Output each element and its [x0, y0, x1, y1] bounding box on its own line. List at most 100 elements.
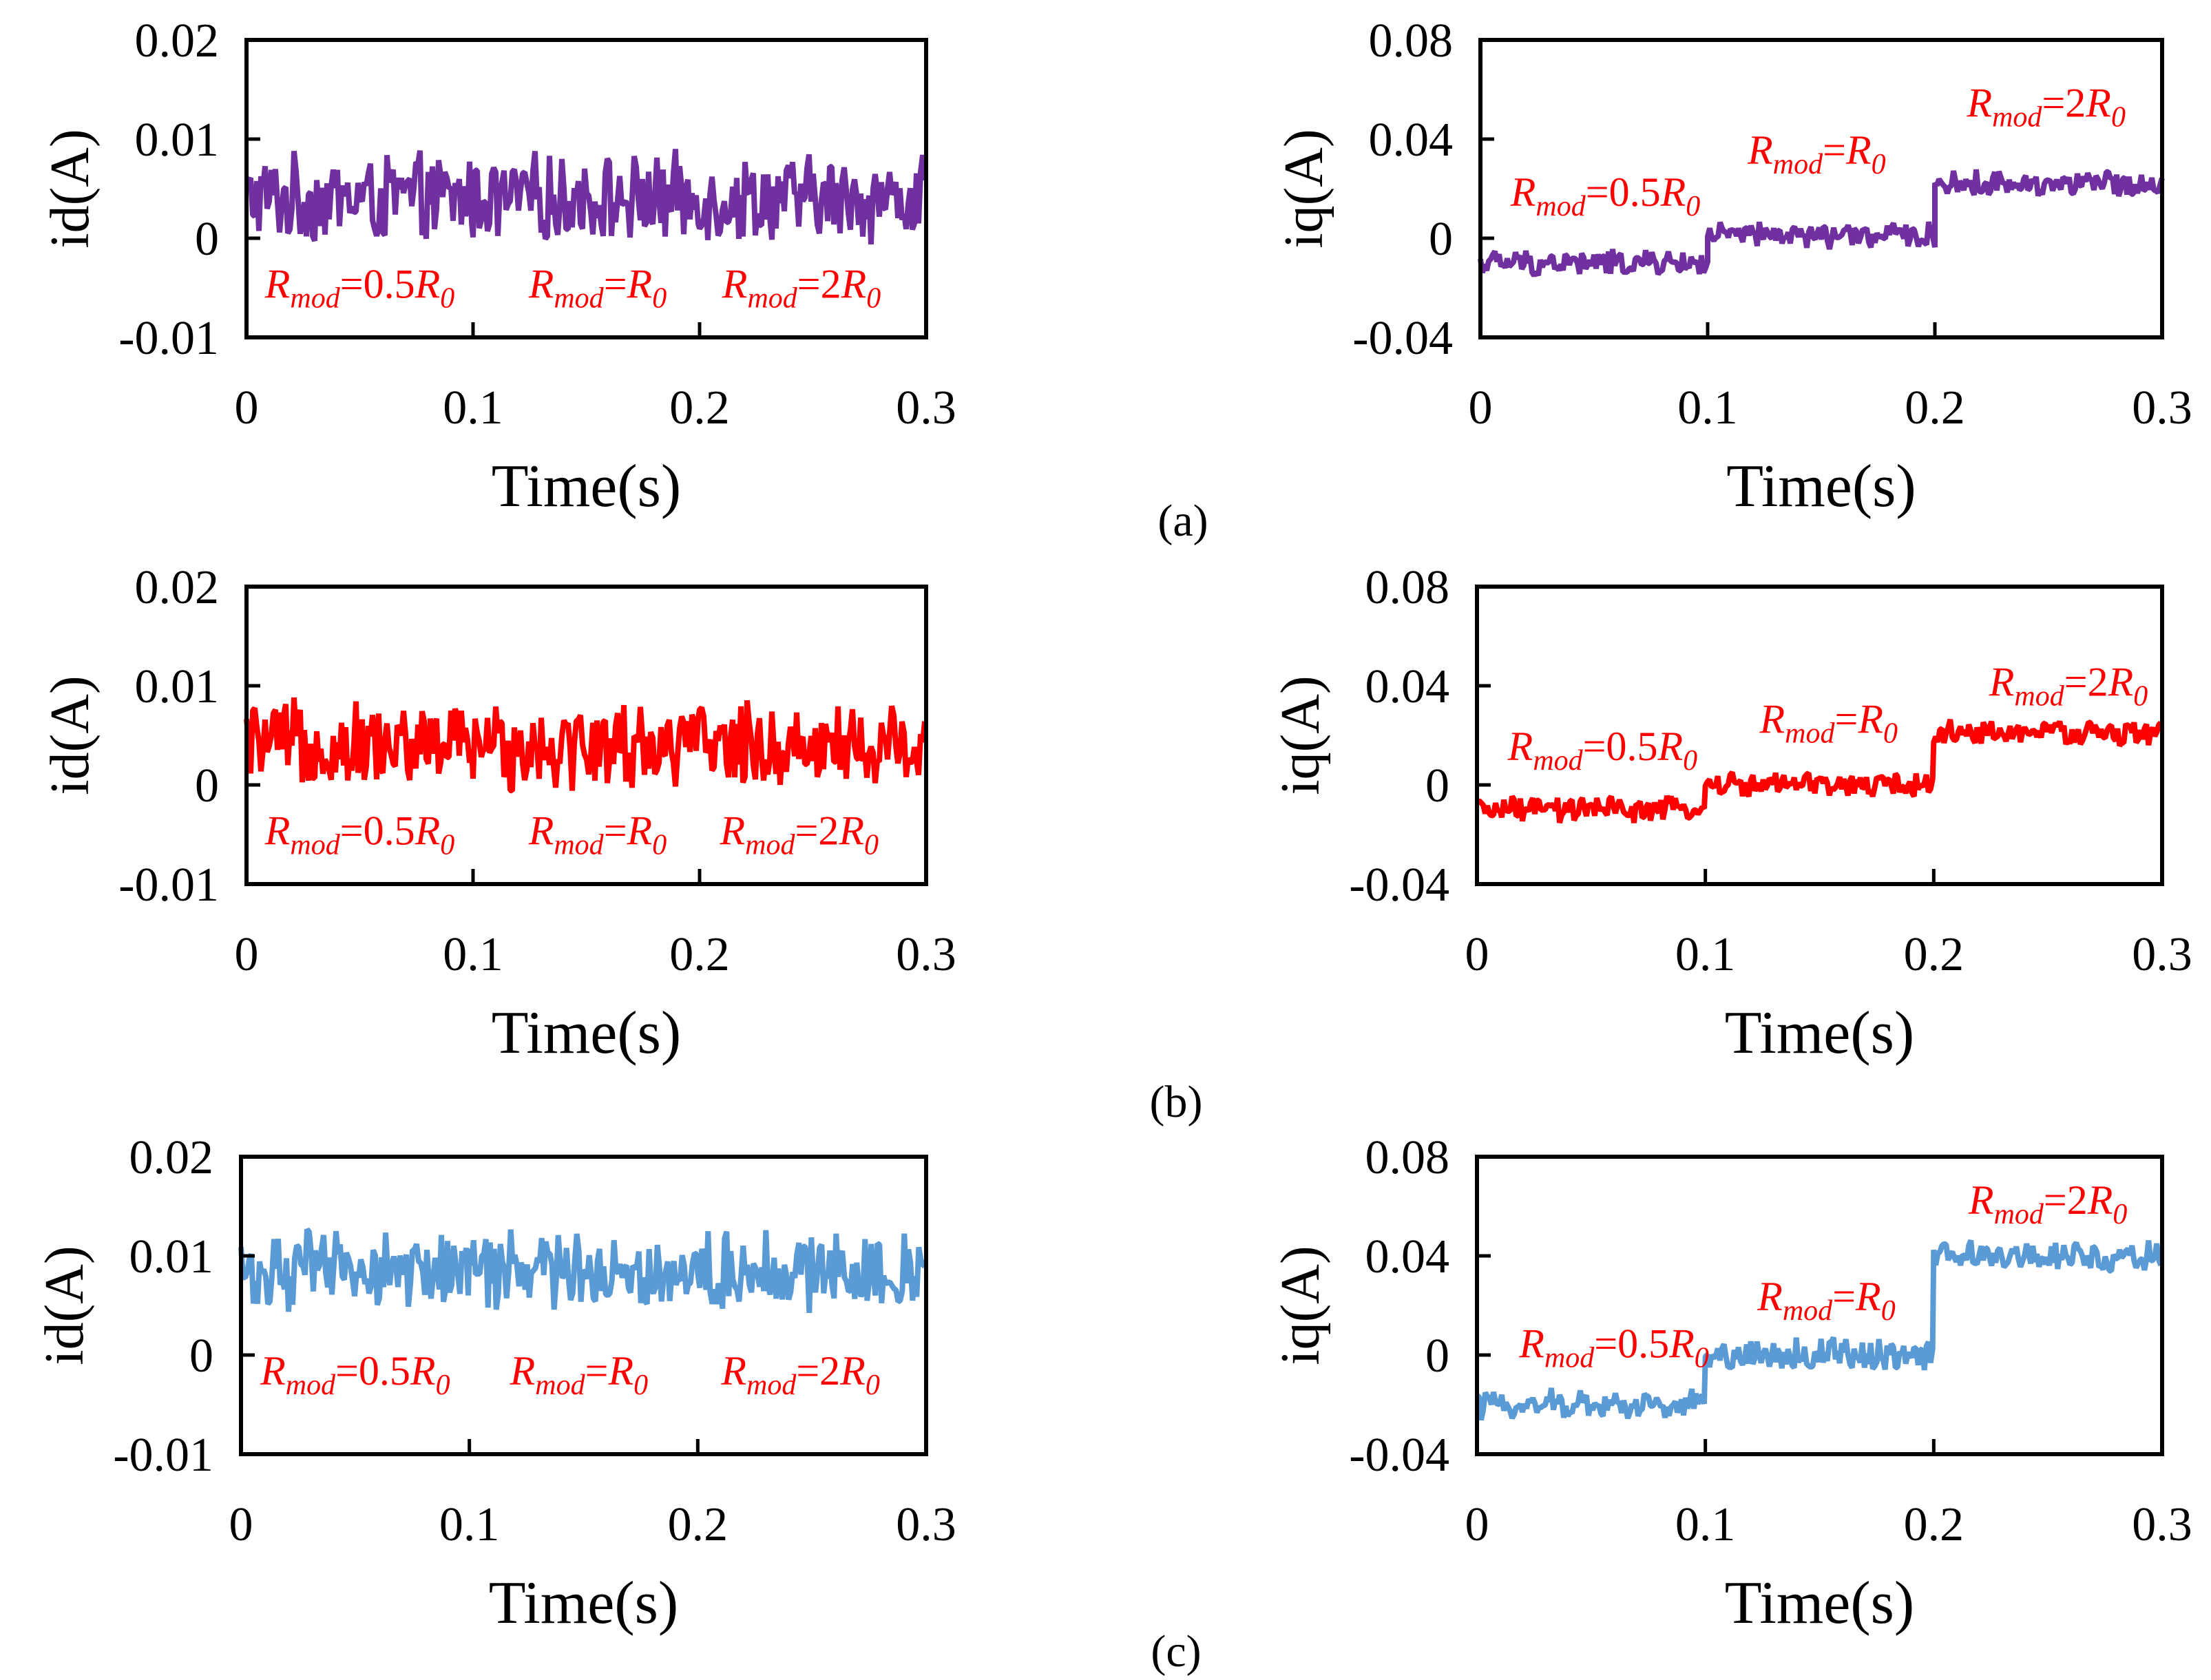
chart-6: 0 0.1 0.2 0.3 0.08 0.04 0 -0.04 iq(A) Time(s) Rmod… — [1270, 1131, 2192, 1637]
annotation-rmod: Rmod=0.5R0 — [264, 808, 455, 861]
x-tick-label: 0.3 — [2132, 381, 2192, 434]
chart-4: 0 0.1 0.2 0.3 0.08 0.04 0 -0.04 iq(A) Time(s) Rmod… — [1270, 561, 2192, 1067]
x-tick-label: 0.1 — [439, 1498, 500, 1551]
charts-layer: 0 0.1 0.2 0.3 0.02 0.01 0 -0.01 id(A) Time(s) Rmod… — [34, 14, 2192, 1637]
plot-frame — [1475, 1155, 2164, 1456]
plot-frame — [244, 38, 928, 339]
y-tick-label: 0 — [195, 759, 219, 812]
y-tick-label: 0.04 — [1365, 660, 1450, 713]
y-tick-label: -0.01 — [118, 312, 219, 365]
x-tick-label: 0.3 — [2132, 928, 2192, 981]
y-tick-label: 0 — [195, 213, 219, 266]
x-axis-label: Time(s) — [1725, 1570, 1914, 1637]
x-tick-label: 0.2 — [669, 381, 730, 434]
x-tick-label: 0.3 — [2132, 1498, 2192, 1551]
x-tick-label: 0 — [229, 1498, 253, 1551]
y-tick-label: 0.02 — [135, 561, 220, 614]
y-axis-label: iq(A) — [1270, 675, 1331, 795]
x-axis-label: Time(s) — [489, 1570, 678, 1637]
annotation-rmod: Rmod=0.5R0 — [260, 1348, 450, 1401]
annotation-rmod: Rmod=0.5R0 — [264, 261, 455, 314]
x-tick-label: 0 — [235, 381, 259, 434]
x-tick-label: 0.1 — [1675, 928, 1736, 981]
y-tick-label: 0.04 — [1365, 1230, 1450, 1283]
annotation-rmod: Rmod=0.5R0 — [1507, 724, 1698, 777]
x-axis-label: Time(s) — [492, 1000, 681, 1067]
y-tick-label: -0.04 — [1349, 859, 1449, 912]
annotation-rmod: Rmod=2R0 — [1966, 81, 2126, 134]
annotation-rmod: Rmod=R0 — [1759, 696, 1898, 749]
y-axis-label: iq(A) — [1270, 1246, 1331, 1365]
y-tick-label: 0.01 — [129, 1230, 214, 1283]
x-tick-label: 0.2 — [1904, 928, 1964, 981]
x-tick-label: 0.2 — [668, 1498, 729, 1551]
x-tick-label: 0.3 — [896, 928, 956, 981]
chart-1: 0 0.1 0.2 0.3 0.02 0.01 0 -0.01 id(A) Time(s) Rmod… — [40, 14, 956, 520]
y-tick-label: 0.01 — [135, 660, 220, 713]
chart-5: 0 0.1 0.2 0.3 0.02 0.01 0 -0.01 id(A) Time(s) Rmod… — [34, 1131, 956, 1637]
chart-3: 0 0.1 0.2 0.3 0.02 0.01 0 -0.01 id(A) Time(s) Rmod… — [40, 561, 956, 1067]
y-tick-label: 0 — [1425, 759, 1449, 812]
y-tick-label: 0 — [189, 1330, 213, 1383]
x-tick-label: 0.1 — [443, 381, 503, 434]
y-tick-label: -0.04 — [1352, 312, 1453, 365]
x-tick-label: 0.2 — [1904, 1498, 1964, 1551]
y-tick-label: -0.01 — [118, 859, 219, 912]
y-axis-label: id(A) — [40, 129, 101, 248]
y-axis-label: id(A) — [40, 675, 101, 795]
panel-label-b: (b) — [1150, 1077, 1203, 1127]
data-trace-iq — [1476, 719, 2163, 823]
y-tick-label: 0.04 — [1369, 114, 1454, 167]
data-trace-id — [244, 697, 928, 794]
x-axis-label: Time(s) — [492, 453, 681, 520]
annotation-rmod: Rmod=R0 — [510, 1348, 649, 1401]
x-tick-label: 0 — [235, 928, 259, 981]
annotation-rmod: Rmod=2R0 — [1968, 1177, 2128, 1230]
plot-frame — [1478, 38, 2164, 339]
data-trace-iq — [1476, 1239, 2164, 1421]
y-tick-label: 0.02 — [129, 1131, 214, 1184]
chart-2: 0 0.1 0.2 0.3 0.08 0.04 0 -0.04 iq(A) Time(s) Rmod… — [1274, 14, 2192, 520]
panel-label-c: (c) — [1151, 1626, 1201, 1677]
x-axis-label: Time(s) — [1725, 1000, 1914, 1067]
y-tick-label: -0.04 — [1349, 1429, 1449, 1482]
y-tick-label: 0 — [1425, 1330, 1449, 1383]
plot-frame — [244, 585, 928, 886]
x-tick-label: 0.1 — [443, 928, 503, 981]
x-tick-label: 0.3 — [896, 381, 956, 434]
panel-label-a: (a) — [1157, 496, 1208, 546]
annotation-rmod: Rmod=0.5R0 — [1518, 1321, 1709, 1374]
y-tick-label: -0.01 — [113, 1429, 213, 1482]
x-tick-label: 0 — [1465, 1498, 1489, 1551]
data-trace-id — [238, 1227, 927, 1314]
x-axis-label: Time(s) — [1726, 453, 1916, 520]
y-tick-label: 0.08 — [1365, 1131, 1450, 1184]
data-trace-iq — [1478, 169, 2165, 277]
annotation-rmod: Rmod=R0 — [1757, 1274, 1896, 1327]
x-tick-label: 0.2 — [1905, 381, 1965, 434]
annotation-rmod: Rmod=2R0 — [722, 261, 881, 314]
plot-frame — [1475, 585, 2164, 886]
x-tick-label: 0.1 — [1675, 1498, 1736, 1551]
annotation-rmod: Rmod=2R0 — [720, 808, 879, 861]
annotation-rmod: Rmod=2R0 — [1989, 659, 2148, 712]
data-trace-id — [244, 149, 928, 244]
x-tick-label: 0 — [1465, 928, 1489, 981]
annotation-rmod: Rmod=R0 — [1747, 127, 1886, 180]
y-tick-label: 0.01 — [135, 114, 220, 167]
y-tick-label: 0.08 — [1365, 561, 1450, 614]
annotation-rmod: Rmod=R0 — [528, 808, 667, 861]
y-tick-label: 0.08 — [1369, 14, 1454, 67]
plot-frame — [239, 1155, 928, 1456]
y-tick-label: 0.02 — [135, 14, 220, 67]
y-axis-label: iq(A) — [1274, 129, 1334, 248]
annotation-rmod: Rmod=2R0 — [720, 1348, 880, 1401]
y-axis-label: id(A) — [34, 1246, 95, 1365]
x-tick-label: 0.3 — [896, 1498, 956, 1551]
x-tick-label: 0.1 — [1677, 381, 1738, 434]
annotation-rmod: Rmod=0.5R0 — [1510, 169, 1701, 222]
y-tick-label: 0 — [1429, 213, 1453, 266]
annotation-rmod: Rmod=R0 — [528, 261, 667, 314]
x-tick-label: 0.2 — [669, 928, 730, 981]
